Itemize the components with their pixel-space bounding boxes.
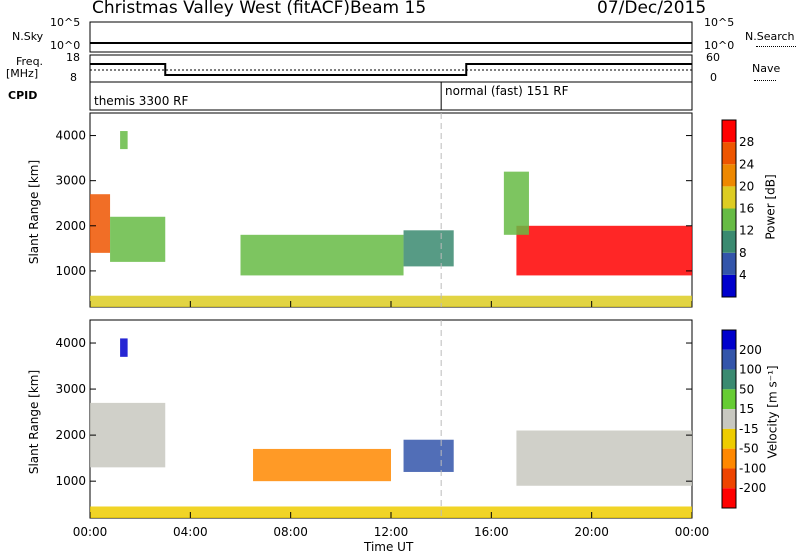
nsearch-label: N.Search xyxy=(745,30,795,43)
velocity-colorbar-segment xyxy=(722,409,736,429)
velocity-plot: 1000 2000 3000 4000 00:00 04:00 08:00 12:00 16:0… xyxy=(55,319,766,539)
power-colorbar-tick: 8 xyxy=(739,246,747,260)
freq-unit: [MHz] xyxy=(6,67,39,80)
freq-tick-bottom: 8 xyxy=(70,71,77,84)
power-ytick-label: 2000 xyxy=(55,219,86,233)
power-colorbar-segment xyxy=(722,208,736,231)
velocity-ytick-label: 1000 xyxy=(55,474,86,488)
power-colorbar-segment xyxy=(722,186,736,209)
power-ytick-label: 4000 xyxy=(55,129,86,143)
velocity-colorbar-tick: -15 xyxy=(739,422,759,436)
power-frame xyxy=(89,112,693,308)
power-plot: 1000 2000 3000 4000 4 8 12 16 20 24 28 xyxy=(55,112,754,308)
power-colorbar-segment xyxy=(722,230,736,253)
x-axis-label: Time UT xyxy=(364,540,414,554)
velocity-colorbar-label: Velocity [m s⁻¹] xyxy=(765,365,780,459)
velocity-colorbar-segment xyxy=(722,330,736,350)
power-patch xyxy=(110,216,166,262)
nsky-label: N.Sky xyxy=(12,30,44,43)
velocity-colorbar-tick: 200 xyxy=(739,343,762,357)
power-patch xyxy=(120,131,128,150)
power-colorbar-tick: 28 xyxy=(739,135,754,149)
velocity-colorbar-tick: -50 xyxy=(739,442,759,456)
velocity-patch xyxy=(253,448,391,482)
velocity-colorbar-frame xyxy=(721,329,737,509)
velocity-colorbar-segment xyxy=(722,389,736,410)
power-patch xyxy=(90,194,111,253)
power-colorbar-tick: 24 xyxy=(739,157,754,171)
power-colorbar-segment xyxy=(722,252,736,275)
velocity-colorbar-segment xyxy=(722,428,736,449)
power-colorbar-segment xyxy=(722,142,736,165)
nsky-panel xyxy=(89,21,693,53)
velocity-colorbar-tick: -200 xyxy=(739,481,766,495)
power-colorbar-segment xyxy=(722,164,736,187)
power-colorbar-segment xyxy=(722,274,736,297)
velocity-ytick-label: 4000 xyxy=(55,336,86,350)
nsearch-tick-bottom: 10^0 xyxy=(704,39,735,52)
power-patch xyxy=(240,234,404,276)
xtick-label: 12:00 xyxy=(374,525,409,539)
velocity-colorbar-segment xyxy=(722,468,736,489)
power-ylabel: Slant Range [km] xyxy=(27,159,42,265)
power-colorbar-tick: 12 xyxy=(739,224,754,238)
velocity-colorbar-tick: 100 xyxy=(739,363,762,377)
xtick-label: 00:00 xyxy=(73,525,108,539)
power-ytick-label: 3000 xyxy=(55,174,86,188)
power-colorbar-segment xyxy=(722,120,736,143)
velocity-patch xyxy=(120,338,128,357)
beam-label: Beam 15 xyxy=(350,0,427,18)
velocity-colorbar-tick: 50 xyxy=(739,382,754,396)
cpid-label: CPID xyxy=(8,89,38,102)
nsearch-dots xyxy=(756,46,796,47)
nave-tick-top: 60 xyxy=(706,51,720,64)
power-colorbar-tick: 4 xyxy=(739,268,747,282)
power-colorbar-label: Power [dB] xyxy=(763,174,778,240)
xtick-label: 00:00 xyxy=(675,525,710,539)
cpid-panel xyxy=(89,81,693,111)
date-label: 07/Dec/2015 xyxy=(597,0,707,18)
freq-tick-top: 18 xyxy=(66,51,80,64)
xtick-label: 16:00 xyxy=(474,525,509,539)
velocity-frame xyxy=(89,319,693,519)
velocity-colorbar-segment xyxy=(722,369,736,390)
velocity-ylabel: Slant Range [km] xyxy=(27,369,42,475)
power-colorbar-tick: 16 xyxy=(739,202,754,216)
power-ytick-label: 1000 xyxy=(55,264,86,278)
xtick-label: 20:00 xyxy=(574,525,609,539)
nave-tick-bottom: 0 xyxy=(710,71,717,84)
nsearch-tick-top: 10^5 xyxy=(704,16,735,29)
cpid-mode-1: themis 3300 RF xyxy=(94,94,189,108)
velocity-colorbar-tick: -100 xyxy=(739,461,766,475)
velocity-patch xyxy=(90,402,166,468)
freq-label: Freq. xyxy=(16,55,44,68)
power-colorbar-tick: 20 xyxy=(739,179,754,193)
power-patch xyxy=(503,171,529,235)
top-lines xyxy=(90,42,692,110)
velocity-ytick-label: 3000 xyxy=(55,382,86,396)
power-patch xyxy=(403,230,454,267)
power-patch xyxy=(516,225,692,276)
velocity-patch xyxy=(516,430,692,486)
nave-label: Nave xyxy=(752,62,781,75)
xtick-label: 04:00 xyxy=(173,525,208,539)
velocity-colorbar-segment xyxy=(722,349,736,370)
xtick-label: 08:00 xyxy=(273,525,308,539)
power-colorbar-frame xyxy=(721,119,737,298)
site-title: Christmas Valley West (fitACF) xyxy=(92,0,351,18)
velocity-colorbar-segment xyxy=(722,488,736,508)
freq-panel xyxy=(89,54,693,83)
velocity-patch xyxy=(403,439,454,472)
nsky-tick-top: 10^5 xyxy=(50,16,81,29)
velocity-colorbar-segment xyxy=(722,448,736,469)
nsky-tick-bottom: 10^0 xyxy=(50,39,81,52)
nave-dots xyxy=(754,80,776,81)
velocity-ytick-label: 2000 xyxy=(55,428,86,442)
velocity-colorbar-tick: 15 xyxy=(739,402,754,416)
cpid-mode-2: normal (fast) 151 RF xyxy=(445,84,569,98)
freq-line xyxy=(90,63,692,76)
